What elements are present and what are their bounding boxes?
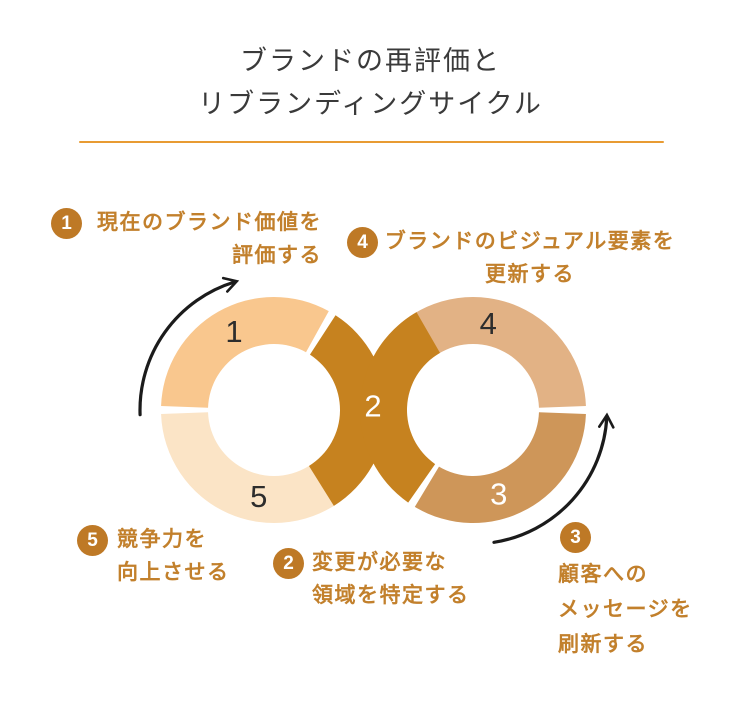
ring-number-2: 2 [364,389,381,424]
segment-5 [161,412,347,523]
ring-numbers: 1 2 3 4 5 [225,306,507,514]
flow-arrow-left [138,276,240,417]
title-line-1: ブランドの再評価と [240,46,501,76]
segment-2a [308,315,387,506]
ring-number-4: 4 [480,306,497,341]
flow-arrow-right [492,412,615,544]
ring-segments [161,297,586,523]
ring-number-3: 3 [490,477,507,512]
segment-1 [161,297,329,408]
title-line-2: リブランディングサイクル [198,89,543,119]
segment-3 [414,412,586,523]
segment-2b [360,312,440,503]
page-title: ブランドの再評価と リブランディングサイクル [0,40,741,126]
ring-number-1: 1 [225,314,242,349]
flow-arrows [138,276,615,544]
title-divider [79,141,664,143]
ring-number-5: 5 [250,479,267,514]
segment-4 [400,297,586,408]
